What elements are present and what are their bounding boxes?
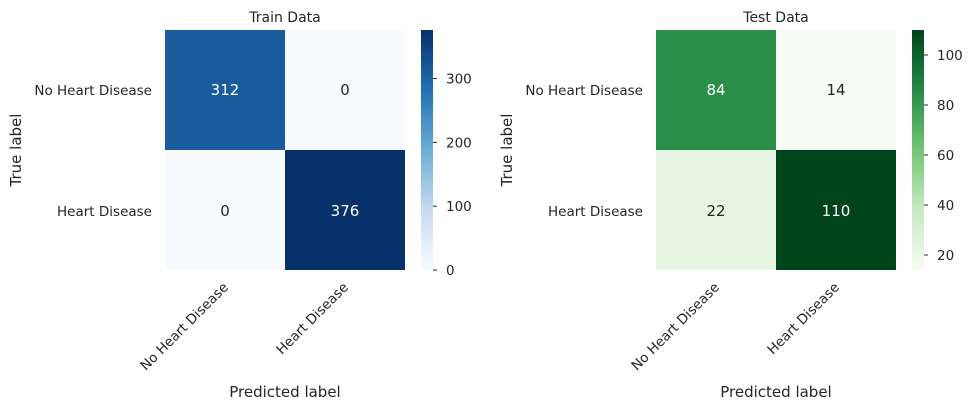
test-colorbar <box>912 30 924 270</box>
test-cell-label-0-0: 84 <box>706 81 725 99</box>
train-colorbar-tick-label: 100 <box>446 199 472 215</box>
test-x-axis-label: Predicted label <box>720 383 831 401</box>
train-cell-1-1 <box>285 150 405 270</box>
test-heatmap-panel: Test Data 84 14 22 110 No Heart Disease … <box>498 10 963 401</box>
train-colorbar-tick-label: 200 <box>446 135 472 151</box>
test-x-tick-0: No Heart Disease <box>628 280 722 374</box>
test-colorbar-tick-label: 40 <box>937 198 954 214</box>
test-cell-0-0 <box>656 30 776 150</box>
test-colorbar-tick-label: 60 <box>937 148 954 164</box>
test-cell-label-1-1: 110 <box>822 202 851 220</box>
test-colorbar-tick-label: 100 <box>937 48 963 64</box>
test-title: Test Data <box>742 10 808 26</box>
test-colorbar-tick-label: 20 <box>937 248 954 264</box>
train-cell-label-1-1: 376 <box>331 202 360 220</box>
train-heatmap-panel: Train Data 312 0 0 376 No Heart Disease … <box>7 10 472 401</box>
test-cell-label-1-0: 22 <box>706 202 725 220</box>
train-y-tick-0: No Heart Disease <box>34 83 152 99</box>
train-title: Train Data <box>248 10 320 26</box>
train-cell-label-1-0: 0 <box>220 202 230 220</box>
test-y-tick-0: No Heart Disease <box>525 83 643 99</box>
test-colorbar-tick-label: 80 <box>937 98 954 114</box>
train-cell-label-0-0: 312 <box>211 81 240 99</box>
test-cell-label-0-1: 14 <box>826 81 845 99</box>
test-x-tick-1: Heart Disease <box>764 280 842 358</box>
train-y-axis-label: True label <box>7 114 25 188</box>
train-colorbar-ticks: 0 100 200 300 <box>433 72 472 279</box>
train-colorbar-tick-label: 0 <box>446 263 455 279</box>
train-x-axis-label: Predicted label <box>229 383 340 401</box>
train-y-tick-1: Heart Disease <box>57 204 152 220</box>
train-cell-0-1 <box>285 30 405 150</box>
train-colorbar-tick-label: 300 <box>446 72 472 88</box>
train-cell-1-0 <box>165 150 285 270</box>
train-x-tick-0: No Heart Disease <box>137 280 231 374</box>
train-x-tick-1: Heart Disease <box>273 280 351 358</box>
test-y-axis-label: True label <box>498 114 516 188</box>
test-y-tick-1: Heart Disease <box>548 204 643 220</box>
train-cell-0-0 <box>165 30 285 150</box>
test-cell-0-1 <box>776 30 896 150</box>
test-cell-1-0 <box>656 150 776 270</box>
test-colorbar-ticks: 20 40 60 80 100 <box>924 48 963 264</box>
train-cell-label-0-1: 0 <box>340 81 350 99</box>
test-cell-1-1 <box>776 150 896 270</box>
train-colorbar <box>421 30 433 270</box>
